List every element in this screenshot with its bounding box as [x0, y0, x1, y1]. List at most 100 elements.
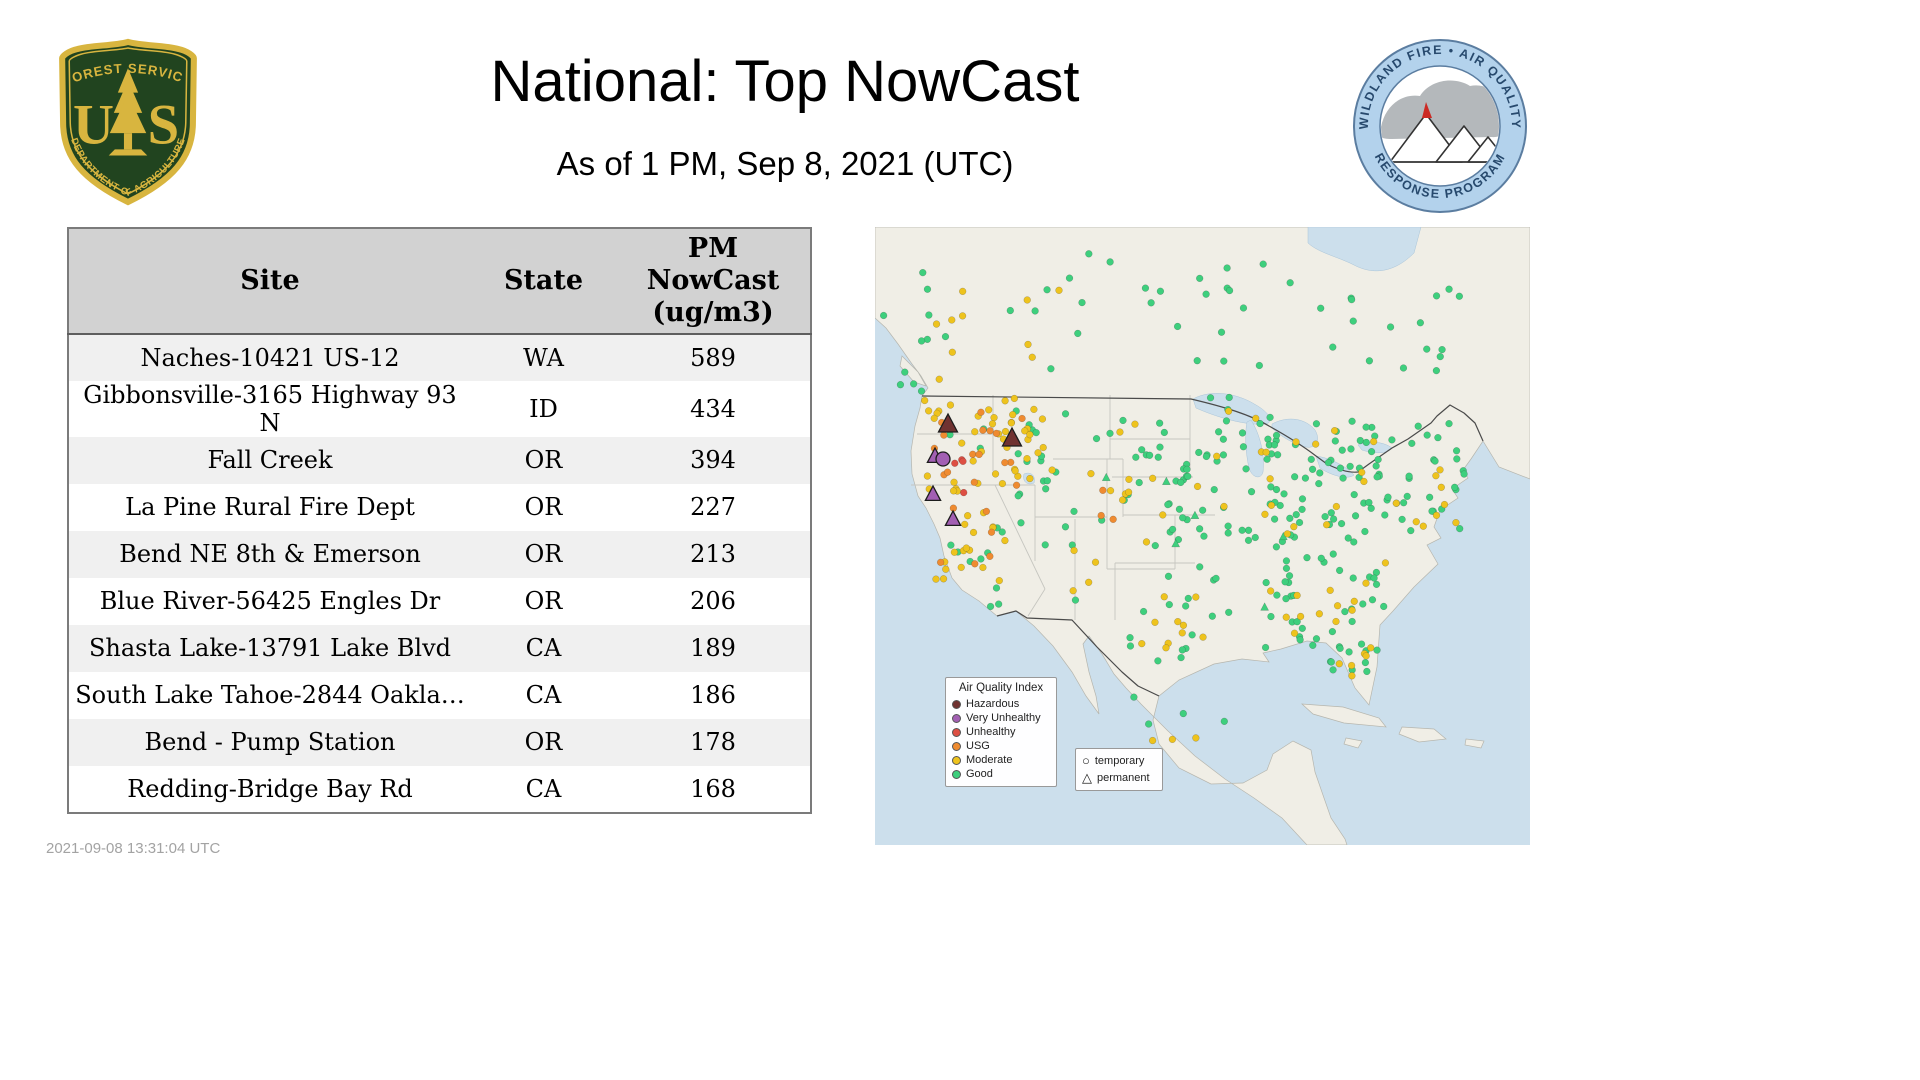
- shield-pinstripe: [68, 47, 188, 195]
- monogram-s: S: [148, 93, 180, 156]
- temporary-site-marker: [1348, 417, 1356, 425]
- temporary-site-marker: [986, 602, 995, 611]
- temporary-site-marker: [939, 575, 948, 583]
- temporary-site-marker: [1252, 414, 1260, 422]
- temporary-site-marker: [1428, 507, 1436, 515]
- temporary-site-marker: [1149, 474, 1157, 482]
- temporary-site-marker: [1026, 474, 1034, 483]
- temporary-site-marker: [1363, 667, 1371, 676]
- temporary-site-marker: [1286, 514, 1294, 522]
- temporary-site-marker: [1026, 430, 1034, 439]
- temporary-site-marker: [1344, 534, 1352, 542]
- pm-value-cell: 589: [690, 343, 736, 372]
- temporary-site-marker: [1367, 447, 1376, 456]
- temporary-site-marker: [969, 450, 977, 458]
- temporary-site-marker: [948, 348, 956, 356]
- nowcast-table-body: Naches-10421 US-12 WA 589 Gibbonsville-3165…: [68, 333, 811, 813]
- temporary-site-marker: [1162, 644, 1170, 652]
- temporary-site-marker: [1193, 357, 1201, 365]
- temporary-site-marker: [1298, 505, 1306, 514]
- temporary-site-marker: [1290, 523, 1298, 531]
- site-cell: Naches-10421 US-12: [140, 343, 400, 372]
- state-cell: OR: [524, 728, 563, 757]
- temporary-site-marker: [1106, 429, 1114, 438]
- temporary-site-marker: [1266, 587, 1275, 595]
- temporary-site-marker: [1347, 661, 1356, 670]
- temporary-site-marker: [1239, 304, 1248, 312]
- temporary-site-marker: [1175, 505, 1184, 513]
- temporary-site-marker: [1283, 530, 1292, 538]
- temporary-site-marker: [1321, 512, 1329, 521]
- permanent-site-marker: [1001, 426, 1023, 447]
- cuba-island: [1301, 703, 1387, 728]
- temporary-site-marker: [1423, 431, 1431, 439]
- temporary-site-marker: [1214, 428, 1223, 436]
- temporary-site-marker: [1156, 287, 1165, 295]
- temporary-site-marker: [1179, 709, 1187, 718]
- pine-tree-icon: [108, 68, 148, 156]
- temporary-site-marker: [1124, 488, 1133, 496]
- temporary-site-marker: [1339, 474, 1347, 482]
- temporary-site-marker: [970, 478, 978, 486]
- pm-value-cell: 168: [690, 774, 736, 803]
- shape-legend-label: permanent: [1097, 771, 1150, 784]
- temporary-site-marker: [1263, 455, 1271, 463]
- temporary-site-marker: [991, 470, 1000, 478]
- site-cell: Shasta Lake-13791 Lake Blvd: [88, 634, 452, 663]
- temporary-site-marker: [958, 312, 967, 320]
- temporary-site-marker: [1453, 455, 1461, 463]
- temporary-site-marker: [1317, 554, 1325, 562]
- temporary-site-marker: [1357, 640, 1366, 648]
- temporary-site-marker: [1023, 296, 1031, 304]
- temporary-site-marker: [1208, 612, 1216, 620]
- temporary-site-marker: [1199, 633, 1207, 641]
- temporary-site-marker: [1125, 475, 1133, 484]
- temporary-site-marker: [1244, 536, 1253, 544]
- temporary-site-marker: [1301, 474, 1310, 482]
- temporary-site-marker: [1151, 618, 1159, 626]
- temporary-site-marker: [1436, 466, 1444, 474]
- temporary-site-marker: [1336, 644, 1344, 653]
- puerto-rico-island: [1464, 738, 1485, 749]
- temporary-site-marker: [1327, 509, 1335, 517]
- temporary-site-marker: [932, 575, 940, 583]
- temporary-site-marker: [1199, 506, 1207, 514]
- temporary-site-marker: [1408, 439, 1416, 448]
- temporary-site-marker: [1220, 717, 1228, 725]
- shape-legend-label: temporary: [1094, 754, 1145, 767]
- temporary-site-marker: [946, 401, 955, 409]
- jamaica-island: [1343, 737, 1363, 749]
- aqi-legend-label: Good: [966, 768, 993, 780]
- temporary-site-marker: [1282, 557, 1291, 565]
- temporary-site-marker: [1065, 274, 1074, 282]
- temporary-site-marker: [910, 380, 918, 388]
- usg-marker-icon: [952, 741, 961, 751]
- permanent-site-marker: [1190, 510, 1200, 519]
- temporary-site-marker: [1038, 415, 1047, 423]
- header-titles: National: Top NowCast As of 1 PM, Sep 8,…: [260, 48, 1310, 183]
- temporary-site-marker: [1070, 507, 1078, 516]
- forest-service-logo: FOREST SERVICE U S DEPARTMENT OF AGRICUL…: [52, 34, 197, 206]
- temporary-site-marker: [1372, 462, 1380, 470]
- pm-value-cell: 206: [690, 587, 736, 616]
- temporary-site-marker: [1362, 438, 1370, 447]
- temporary-site-marker: [1373, 473, 1381, 481]
- aqi-legend-item: Moderate: [952, 753, 1050, 767]
- temporary-site-marker: [1202, 452, 1211, 461]
- temporary-site-marker: [1399, 499, 1408, 507]
- temporary-site-marker: [1386, 323, 1395, 331]
- pm-value-cell: 213: [690, 540, 736, 569]
- temporary-site-marker: [1224, 529, 1232, 537]
- temporary-site-marker: [1315, 610, 1324, 618]
- temporary-site-marker: [941, 332, 950, 341]
- temporary-site-marker: [1147, 299, 1155, 307]
- table-header-row: Site State PM NowCast (ug/m3): [68, 228, 811, 335]
- temporary-site-marker: [1272, 543, 1281, 551]
- temporary-site-marker: [1365, 498, 1373, 507]
- pm-value-cell: 434: [690, 394, 736, 423]
- permanent-site-marker: [1260, 602, 1270, 611]
- temporary-site-marker: [1388, 436, 1396, 444]
- temporary-site-marker: [959, 457, 967, 465]
- permanent-site-marker: [1161, 476, 1171, 485]
- temporary-site-marker: [1332, 617, 1340, 626]
